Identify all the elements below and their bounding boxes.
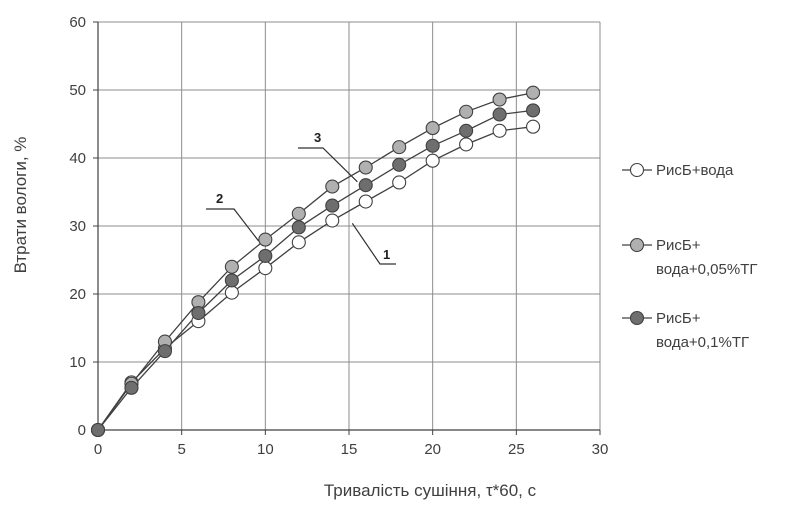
y-tick-label: 20 — [69, 286, 86, 303]
y-tick-label: 60 — [69, 14, 86, 31]
data-point-series-1 — [325, 213, 340, 228]
y-tick-label: 30 — [69, 218, 86, 235]
data-point-series-1 — [392, 175, 407, 190]
data-point-series-3 — [191, 305, 206, 321]
data-point-series-1 — [358, 194, 373, 209]
data-point-series-1 — [492, 123, 507, 138]
data-point-series-2 — [492, 92, 507, 107]
legend: РисБ+вода РисБ+ вода+0,05%ТГ РисБ+ вода+0,1%… — [622, 162, 757, 351]
data-point-series-2 — [392, 140, 407, 155]
data-point-series-3 — [459, 123, 474, 138]
data-point-series-3 — [291, 220, 306, 235]
x-tick-label: 15 — [341, 441, 358, 458]
y-tick-label: 10 — [69, 354, 86, 371]
x-tick-label: 30 — [592, 441, 609, 458]
data-point-series-2 — [224, 259, 239, 274]
data-point-series-2 — [459, 104, 474, 119]
data-point-series-3 — [90, 422, 106, 438]
annotation-label: 1 — [383, 247, 390, 262]
x-tick-label: 10 — [257, 441, 274, 458]
annotation-leader-line — [206, 208, 260, 242]
data-point-series-2 — [358, 160, 373, 175]
data-point-series-1 — [425, 153, 440, 168]
x-axis-label: Тривалість сушіння, τ*60, с — [324, 481, 537, 500]
data-point-series-3 — [358, 178, 373, 193]
legend-label: РисБ+ — [656, 237, 701, 254]
annotation-label: 3 — [314, 130, 321, 145]
data-point-series-2 — [425, 121, 440, 136]
annotation-leader-line — [351, 222, 396, 265]
data-point-series-3 — [526, 103, 541, 118]
data-point-series-1 — [291, 235, 306, 250]
x-tick-label: 25 — [508, 441, 525, 458]
data-point-series-3 — [392, 157, 407, 172]
annotations: 1 2 3 — [206, 130, 396, 265]
data-point-series-1 — [258, 261, 273, 276]
y-axis-label: Втрати вологи, % — [11, 137, 30, 274]
data-point-series-3 — [425, 138, 440, 153]
tick-labels: 0 5 10 15 20 25 30 0 10 20 30 40 50 60 — [69, 14, 608, 458]
y-tick-label: 40 — [69, 150, 86, 167]
data-point-series-2 — [291, 206, 306, 221]
data-point-series-3 — [492, 107, 507, 122]
legend-label: вода+0,1%ТГ — [656, 334, 749, 351]
annotation-leader-line — [298, 147, 358, 183]
data-point-series-3 — [124, 380, 139, 395]
data-point-series-3 — [325, 198, 340, 213]
x-tick-label: 5 — [177, 441, 185, 458]
data-point-series-3 — [224, 273, 239, 288]
legend-marker — [629, 310, 645, 326]
legend-marker — [629, 237, 645, 253]
data-point-series-3 — [157, 344, 172, 359]
data-point-series-2 — [258, 232, 273, 247]
annotation-label: 2 — [216, 191, 223, 206]
series-layer — [90, 85, 541, 438]
legend-label: вода+0,05%ТГ — [656, 261, 757, 278]
data-point-series-1 — [526, 119, 541, 134]
data-point-series-1 — [224, 285, 239, 300]
y-tick-label: 0 — [78, 422, 86, 439]
axes — [93, 21, 601, 435]
series-line-1 — [97, 126, 534, 431]
grid — [98, 21, 601, 430]
y-tick-label: 50 — [69, 82, 86, 99]
legend-label: РисБ+вода — [656, 162, 734, 179]
x-tick-label: 20 — [424, 441, 441, 458]
data-point-series-2 — [526, 85, 541, 100]
legend-label: РисБ+ — [656, 310, 701, 327]
legend-marker — [629, 162, 645, 178]
data-point-series-3 — [258, 248, 273, 263]
data-point-series-1 — [459, 137, 474, 152]
x-tick-label: 0 — [94, 441, 102, 458]
data-point-series-2 — [325, 179, 340, 194]
